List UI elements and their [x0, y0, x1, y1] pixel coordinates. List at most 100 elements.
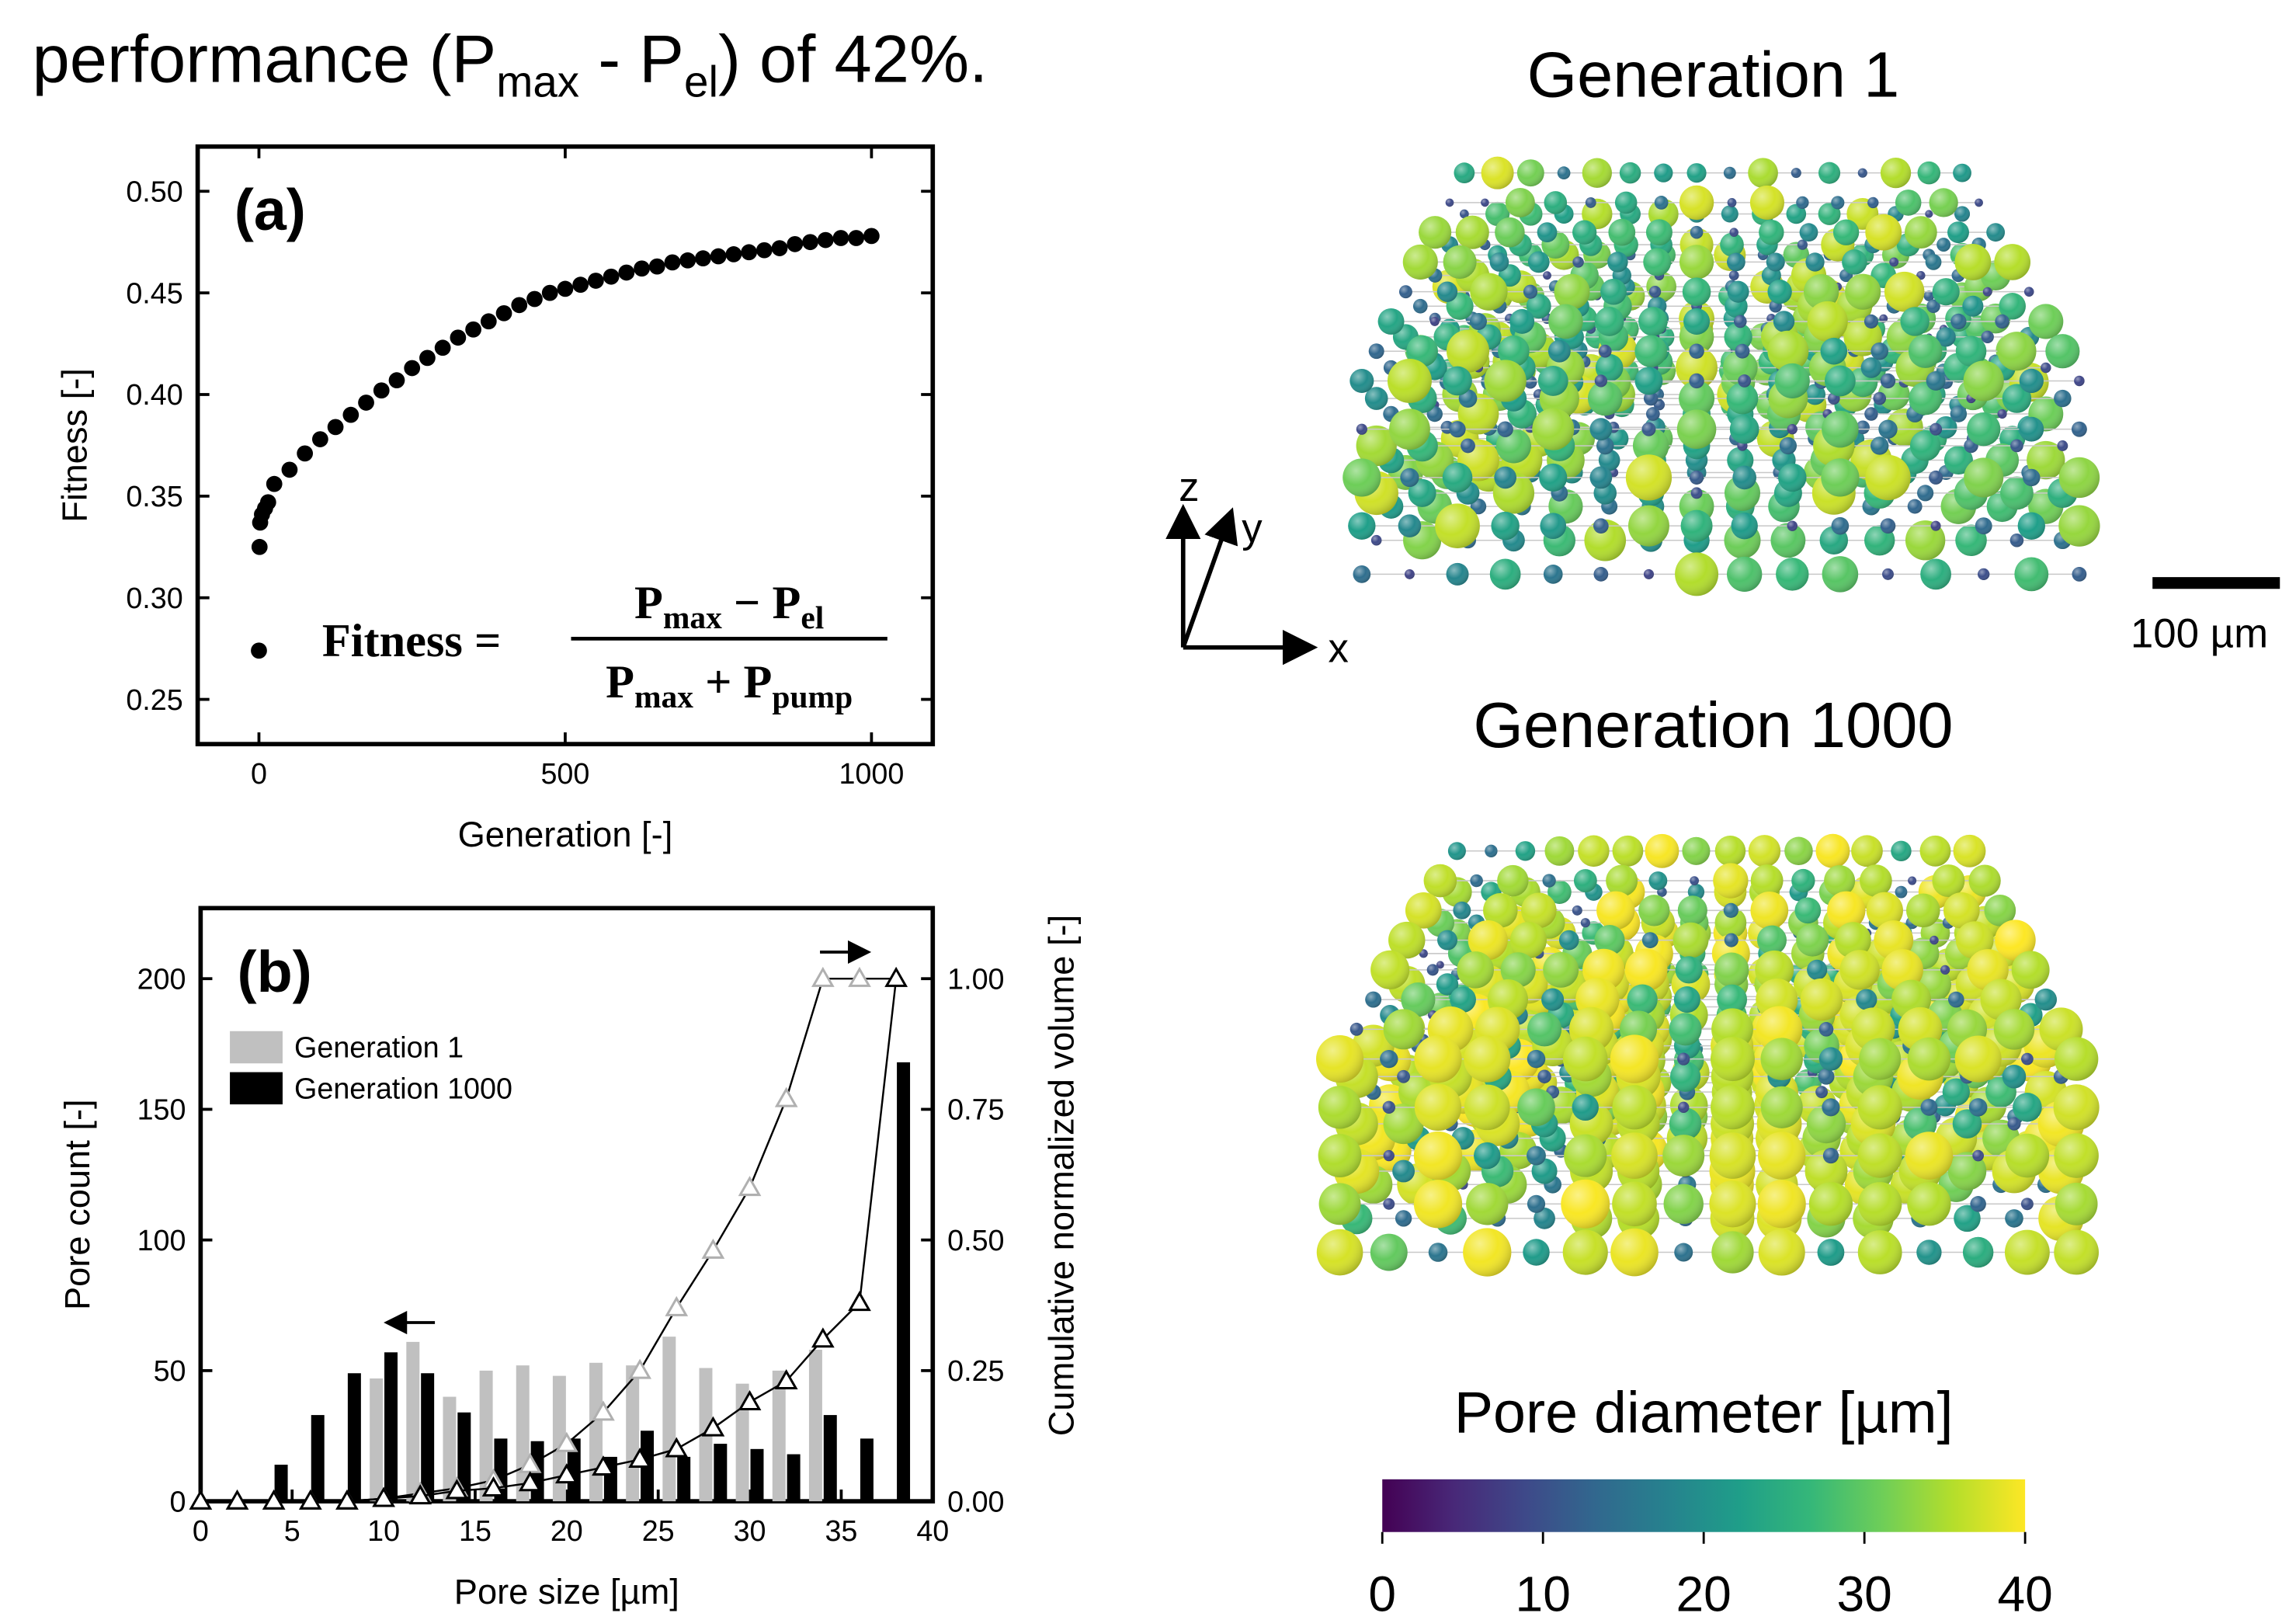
- pore-shading: [1916, 1239, 1941, 1264]
- pore-shading: [1517, 1089, 1555, 1127]
- pore-shading: [1370, 951, 1409, 989]
- x-tick-label: 15: [459, 1514, 492, 1547]
- pore-shading: [1574, 869, 1597, 892]
- pore-shading: [1955, 1036, 2002, 1083]
- caption-text: ) of 42%.: [718, 22, 988, 97]
- pore-shading: [1356, 424, 1367, 435]
- pore-shading: [1796, 196, 1808, 209]
- pore-shading: [1878, 420, 1897, 439]
- y-axis-label: Pore count [-]: [57, 1099, 97, 1310]
- pore-shading: [1815, 834, 1850, 868]
- pore-shading: [2010, 440, 2023, 453]
- data-point: [481, 313, 497, 329]
- pore-shading: [1399, 285, 1412, 298]
- pore-shading: [1998, 409, 2007, 419]
- pore-shading: [1612, 1181, 1657, 1226]
- panel-title: Generation 1000: [1473, 689, 1953, 761]
- pore-shading: [1443, 367, 1472, 396]
- pore-shading: [1815, 1086, 1828, 1098]
- y2-tick-label: 1.00: [947, 962, 1004, 995]
- pore-shading: [1676, 956, 1703, 983]
- pore-shading: [2012, 951, 2050, 989]
- data-point: [266, 476, 283, 492]
- pore-shading: [1613, 836, 1644, 867]
- pore-shading: [1563, 1037, 1608, 1082]
- pore-shading: [1481, 157, 1514, 189]
- pore-shading: [1831, 196, 1844, 209]
- pore-shading: [1997, 332, 2036, 370]
- pore-shading: [1994, 244, 2030, 280]
- pore-shading: [1449, 421, 1465, 437]
- pore-shading: [2020, 369, 2044, 393]
- x-tick-label: 20: [551, 1514, 583, 1547]
- pore-shading: [1527, 1012, 1561, 1046]
- pore-shading: [1539, 464, 1567, 492]
- pore-shading: [1748, 158, 1778, 188]
- pore-shading: [1678, 895, 1707, 925]
- pore-shading: [2018, 512, 2045, 539]
- pore-shading: [1543, 271, 1551, 280]
- pore-shading: [2005, 1230, 2050, 1275]
- pore-shading: [2054, 1133, 2099, 1178]
- pore-shading: [1453, 902, 1471, 920]
- bar: [677, 1457, 690, 1501]
- pore-shading: [1610, 1034, 1659, 1083]
- data-point: [435, 339, 451, 356]
- pore-shading: [1735, 344, 1750, 359]
- pore-shading: [1466, 1183, 1508, 1225]
- formula-part: P: [606, 656, 634, 708]
- pore-shading: [1384, 1150, 1395, 1161]
- pore-shading: [1709, 1180, 1756, 1227]
- line-marker: [667, 1298, 686, 1315]
- pore-shading: [1572, 221, 1596, 245]
- data-point: [833, 230, 849, 246]
- pore-shading: [1561, 1180, 1610, 1229]
- pore-shading: [1801, 979, 1843, 1020]
- pore-shading: [1414, 1035, 1461, 1083]
- pore-shading: [1427, 964, 1439, 975]
- pore-shading: [1691, 487, 1703, 499]
- data-point: [848, 230, 864, 246]
- pore-shading: [1975, 199, 1983, 207]
- data-point: [603, 269, 620, 285]
- pore-shading: [1595, 307, 1624, 336]
- pore-shading: [1778, 464, 1807, 492]
- pore-shading: [1881, 158, 1911, 188]
- formula-part: P: [634, 577, 663, 629]
- pore-shading: [1638, 895, 1669, 926]
- data-point: [419, 350, 436, 367]
- pore-shading: [1370, 1234, 1408, 1271]
- pore-shading: [1461, 439, 1475, 454]
- pore-shading: [1929, 471, 1943, 485]
- pore-shading: [1822, 411, 1859, 448]
- pore-shading: [1654, 164, 1673, 183]
- pore-shading: [1713, 863, 1748, 898]
- bar: [773, 1371, 786, 1501]
- pore-shading: [1822, 556, 1859, 593]
- pore-shading: [1464, 1036, 1510, 1083]
- pore-shading: [1805, 252, 1824, 271]
- pore-shading: [1463, 1228, 1511, 1276]
- y-tick-label: 0.50: [126, 175, 182, 207]
- pore-shading: [1403, 245, 1438, 280]
- x-axis-label: Pore size [µm]: [454, 1572, 679, 1611]
- pore-shading: [1435, 503, 1480, 548]
- data-point: [588, 273, 604, 289]
- pore-shading: [1681, 510, 1713, 542]
- pore-shading: [1931, 521, 1941, 531]
- pore-shading: [1389, 408, 1430, 450]
- colorbar-tick-label: 40: [1997, 1566, 2052, 1620]
- pore-shading: [1437, 930, 1457, 951]
- pore-shading: [1544, 836, 1574, 866]
- pore-shading: [1491, 512, 1519, 540]
- colorbar-tick-label: 0: [1368, 1566, 1396, 1620]
- data-point: [328, 419, 344, 435]
- data-point: [260, 494, 276, 510]
- bar: [897, 1062, 910, 1501]
- pore-shading: [1528, 252, 1550, 273]
- pore-shading: [1669, 1013, 1701, 1045]
- pore-shading: [1572, 1094, 1599, 1121]
- pore-shading: [1572, 906, 1582, 916]
- pore-shading: [1947, 221, 1969, 243]
- line-marker: [887, 969, 906, 986]
